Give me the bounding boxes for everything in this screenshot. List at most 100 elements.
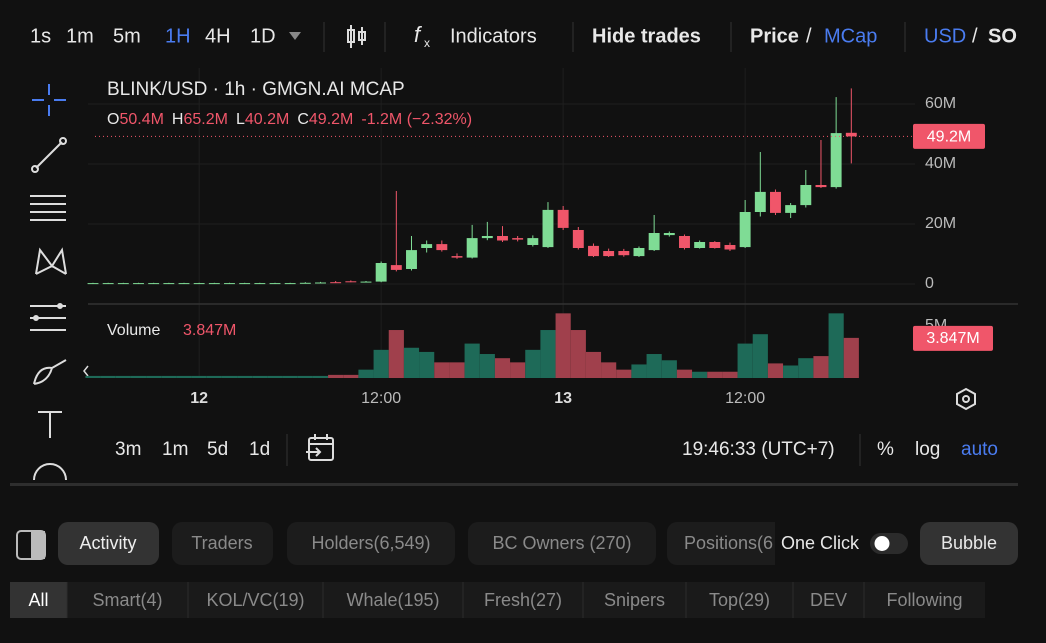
tab[interactable]: Traders [191,533,252,553]
pattern-tool[interactable] [35,247,67,275]
volume-bar [752,334,768,378]
legend-item: H [172,111,184,128]
filter[interactable]: DEV [810,590,847,610]
price-badge [913,123,985,149]
range-button[interactable]: 5d [207,439,228,460]
candle-body [315,282,326,284]
interval[interactable]: 1s [30,25,51,47]
trendline-tool[interactable] [31,137,67,173]
volume-bar [130,375,147,378]
tab[interactable]: Holders(6,549) [311,533,430,553]
volume-bar [373,349,389,378]
candle-body [451,256,463,258]
volume-badge-label: 3.847M [926,330,979,347]
layout-toggle-fill [31,531,45,559]
volume-bar [206,375,222,378]
filter[interactable]: Top(29) [709,590,770,610]
so-toggle[interactable]: SO [988,25,1017,47]
filter[interactable]: Whale(195) [346,590,439,610]
candle-body [542,209,554,248]
percent-toggle[interactable]: % [877,439,894,460]
volume-bar [146,375,162,378]
x-tick-label: 12 [190,390,208,407]
text-tool[interactable] [38,411,62,438]
interval[interactable]: 1m [66,25,94,47]
candle-body [330,282,342,284]
candle-body [830,133,842,188]
volume-bar [813,356,829,378]
filter-bar-bg [10,582,985,618]
y-tick-label: 0 [925,275,934,292]
tab[interactable]: Positions(6 [684,533,773,553]
mcap-toggle[interactable]: MCap [824,25,877,47]
legend-row: O50.4M H65.2M L40.2M C49.2M -1.2M (−2.32%) [107,111,472,128]
volume-bar [661,360,677,378]
settings-icon[interactable] [956,387,976,411]
range-button[interactable]: 1m [162,439,188,460]
volume-bar [434,362,450,378]
volume-bar [343,374,359,378]
candle-body [754,191,766,212]
fib-tool[interactable] [30,195,66,221]
goto-date-icon[interactable] [306,434,334,461]
candle-body [497,236,508,241]
interval[interactable]: 4H [205,25,231,47]
filter[interactable]: Fresh(27) [484,590,562,610]
filter[interactable]: Following [886,590,962,610]
filter[interactable]: KOL/VC(19) [206,590,304,610]
hide-trades-button[interactable]: Hide trades [592,25,701,47]
candle-body [557,209,569,228]
divider [10,483,1018,486]
filter[interactable]: All [28,590,48,610]
tab[interactable]: BC Owners (270) [492,533,631,553]
crosshair-tool[interactable] [32,84,66,116]
brush-tool[interactable] [33,359,67,385]
tab-active-bg [58,522,159,565]
candle-body [845,132,857,137]
tab[interactable]: Activity [79,533,136,553]
projection-tool[interactable] [30,303,66,331]
svg-text:x: x [424,36,430,50]
candle-body [117,283,129,285]
volume-bar [388,330,404,378]
volume-bar [403,347,420,378]
volume-bar [843,337,859,378]
range-button[interactable]: 3m [115,439,141,460]
range-button[interactable]: 1d [249,439,270,460]
legend-item: L [236,111,245,128]
candle-body [269,283,281,285]
volume-bar [525,349,541,378]
candle-body [694,242,706,248]
volume-bar [176,375,192,378]
volume-bar [585,351,602,378]
usd-toggle[interactable]: USD [924,25,966,47]
candle-body [299,282,311,284]
candle-icon[interactable] [347,25,366,48]
log-toggle[interactable]: log [915,439,940,460]
candle-body [193,283,205,285]
volume-bar [798,358,814,378]
volume-bar [540,330,556,378]
interval-active[interactable]: 1H [165,25,191,47]
legend-item: C [297,111,309,128]
interval[interactable]: 1D [250,25,276,47]
collapse-icon[interactable] [83,365,89,377]
filter[interactable]: Smart(4) [92,590,162,610]
volume-bar [221,375,238,378]
candle-body [724,245,736,250]
volume-bar [328,374,344,378]
volume-bar [419,351,435,378]
candle-body [603,251,615,257]
interval[interactable]: 5m [113,25,141,47]
price-toggle[interactable]: Price [750,25,799,47]
indicators-button[interactable]: Indicators [450,25,537,47]
auto-toggle[interactable]: auto [961,439,998,460]
filter[interactable]: Snipers [604,590,665,610]
dropdown-icon[interactable] [289,32,301,40]
more-tools[interactable] [33,463,67,481]
candle-body [648,233,660,251]
candle-body [770,191,781,213]
bubble-button[interactable]: Bubble [941,533,997,553]
volume-bar [282,375,298,378]
